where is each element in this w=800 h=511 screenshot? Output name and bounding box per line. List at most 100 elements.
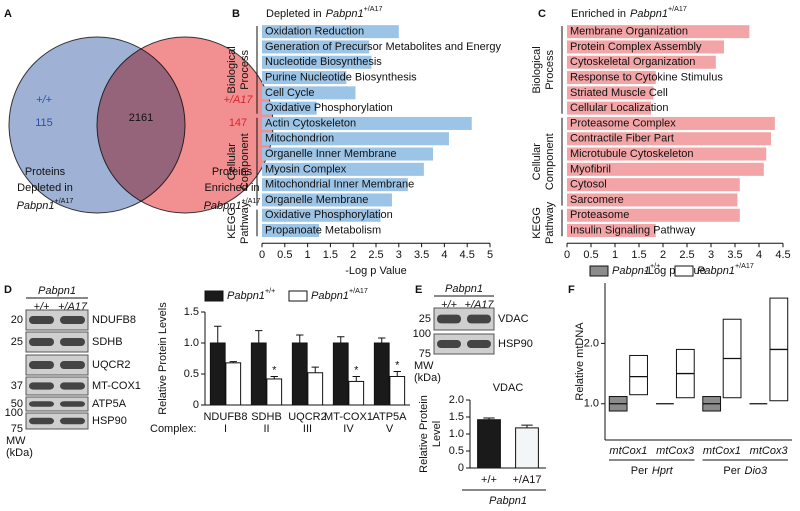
bar: [567, 86, 654, 100]
complex-label: I: [224, 423, 227, 435]
text-part: Depleted in: [266, 8, 322, 20]
legend-label: Pabpn1+/A17: [697, 262, 754, 277]
protein-label: VDAC: [498, 313, 529, 325]
x-tick-label: 2: [660, 249, 666, 261]
y-tick-label: 1.0: [184, 337, 199, 349]
x-tick-label: 1.5: [631, 249, 646, 261]
y-axis-label: Relative mtDNA: [574, 322, 586, 401]
bar: [477, 419, 501, 469]
category-label: Propanoate Metabolism: [265, 224, 381, 236]
gene: Pabpn1: [227, 290, 265, 302]
x-tick-label: 1: [305, 249, 311, 261]
superscript: +/A17: [364, 5, 383, 13]
blot-strip: [433, 333, 495, 355]
band: [29, 417, 54, 425]
x-tick-label: MT-COX1: [324, 411, 373, 423]
gene: Dio3: [745, 465, 769, 477]
bar: [567, 224, 656, 238]
bar: [262, 162, 424, 176]
band: [29, 401, 54, 407]
bar: [567, 116, 775, 130]
x-tick-label: 2.5: [679, 249, 694, 261]
complex-label: IV: [343, 423, 354, 435]
y-tick-label: 2.0: [449, 394, 464, 406]
bar: [567, 101, 651, 115]
mw-heading: MW: [414, 360, 434, 372]
category-label: Generation of Precursor Metabolites and …: [265, 41, 502, 53]
bar: [515, 427, 539, 469]
y-axis-label: Level: [431, 421, 443, 447]
category-label: Actin Cytoskeleton: [265, 117, 356, 129]
superscript: +/+: [265, 287, 275, 295]
group-label: Cellular: [531, 143, 543, 181]
group-label: Pathway: [544, 201, 556, 244]
x-tick-label: 3.5: [727, 249, 742, 261]
x-tick-label: 1.5: [323, 249, 338, 261]
x-axis-label: Pabpn1: [489, 495, 527, 507]
x-tick-label: +/A17: [512, 474, 541, 486]
blot-strip: [25, 354, 89, 376]
venn-caption: Enriched in: [204, 182, 259, 194]
bar: [567, 147, 767, 161]
blot-strip: [25, 309, 89, 331]
bar: [262, 116, 472, 130]
mw-label: 20: [11, 314, 23, 326]
panel-letter: F: [568, 284, 575, 296]
legend-swatch: [288, 290, 308, 302]
superscript: +/A17: [242, 197, 261, 205]
gene: Pabpn1: [326, 8, 364, 20]
bar: [567, 208, 740, 222]
band: [29, 338, 54, 346]
category-label: Mitochondrion: [265, 133, 334, 145]
bar: [567, 178, 740, 192]
band: [467, 314, 491, 324]
error-bar: [214, 325, 222, 343]
bar: [291, 342, 308, 406]
category-label: Proteasome: [570, 209, 629, 221]
protein-label: HSP90: [92, 415, 127, 427]
category-label: Protein Complex Assembly: [570, 41, 702, 53]
x-tick-label: 5: [487, 249, 493, 261]
mw-label: 50: [11, 398, 23, 410]
category-label: Insulin Signaling Pathway: [570, 224, 696, 236]
group-label: Process: [544, 50, 556, 90]
band: [60, 417, 85, 425]
mw-label: 75: [11, 423, 23, 435]
mw-label: 25: [11, 336, 23, 348]
legend-swatch: [674, 265, 694, 277]
panel-letter: B: [232, 8, 240, 20]
protein-label: UQCR2: [92, 359, 131, 371]
mw-heading: (kDa): [414, 372, 441, 384]
category-label: Mitochondrial Inner Membrane: [265, 179, 414, 191]
category-label: Organelle Membrane: [265, 194, 368, 206]
group-label: Component: [239, 133, 251, 190]
venn-caption: Depleted in: [17, 182, 73, 194]
category-label: Myosin Complex: [265, 163, 347, 175]
x-tick-label: 3.5: [414, 249, 429, 261]
text-part: Enriched in: [571, 8, 626, 20]
band: [29, 361, 54, 369]
category-label: Cellular Localization: [570, 102, 668, 114]
chart-title: VDAC: [493, 382, 524, 394]
error-bar: [311, 366, 319, 373]
y-tick-label: 1.5: [449, 411, 464, 423]
bar: [567, 71, 656, 85]
protein-label: NDUFB8: [92, 314, 136, 326]
category-label: Cell Cycle: [265, 87, 315, 99]
x-tick-label: 3: [396, 249, 402, 261]
x-tick-label: 0: [259, 249, 265, 261]
mw-label: 100: [5, 407, 23, 419]
bar: [262, 147, 433, 161]
group-label: Per Dio3: [723, 465, 768, 477]
category-label: Oxidative Phosphorylation: [265, 209, 393, 221]
band: [437, 314, 461, 324]
gene: Pabpn1: [612, 265, 650, 277]
venn-label: +/+: [36, 94, 52, 106]
protein-label: ATP5A: [92, 398, 127, 410]
error-bar: [352, 375, 360, 382]
complex-label: III: [303, 423, 312, 435]
bar: [389, 375, 406, 406]
protein-label: SDHB: [92, 336, 123, 348]
band: [60, 382, 85, 390]
bar: [250, 342, 267, 406]
